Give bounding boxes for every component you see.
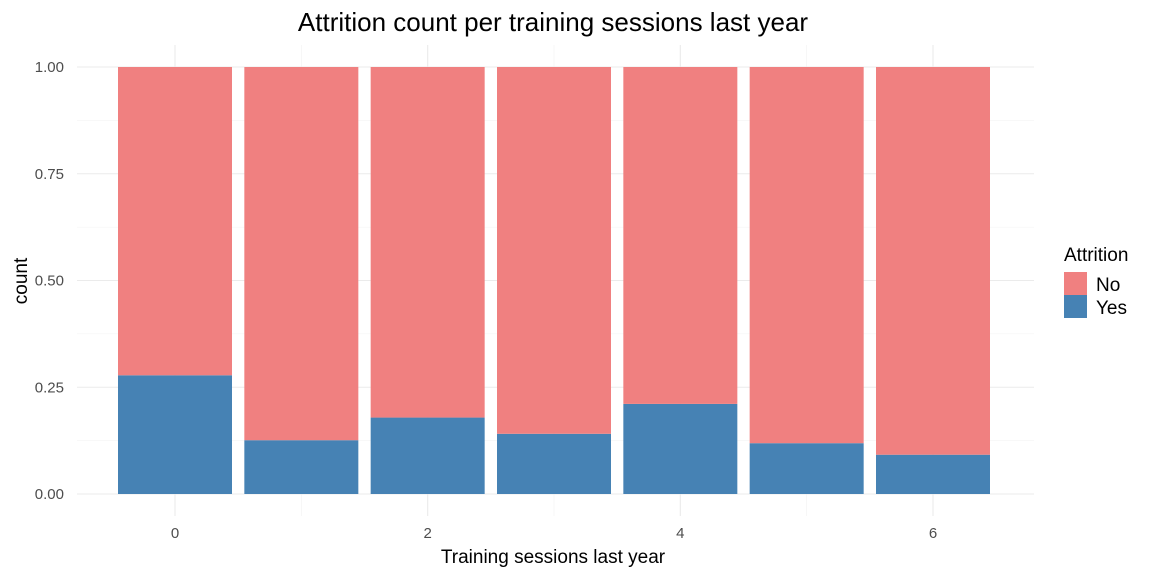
bar-yes-6	[876, 454, 990, 494]
y-tick-label: 0.00	[35, 486, 64, 503]
bar-no-0	[118, 67, 232, 376]
bar-no-5	[749, 67, 864, 444]
bar-no-4	[623, 67, 738, 404]
bar-no-3	[497, 67, 611, 434]
chart-title: Attrition count per training sessions la…	[298, 7, 808, 37]
y-tick-label: 1.00	[35, 59, 64, 76]
bar-yes-2	[370, 417, 485, 494]
legend-label-no: No	[1096, 275, 1120, 296]
x-tick-label: 2	[423, 525, 431, 542]
y-tick-label: 0.50	[35, 273, 64, 290]
bar-no-2	[370, 67, 485, 418]
x-axis-title: Training sessions last year	[441, 547, 666, 568]
legend-label-yes: Yes	[1096, 298, 1127, 319]
bar-no-1	[244, 67, 359, 441]
y-tick-label: 0.25	[35, 379, 64, 396]
legend-title: Attrition	[1064, 245, 1128, 266]
y-tick-label: 0.75	[35, 166, 64, 183]
x-tick-label: 4	[676, 525, 684, 542]
x-axis: 0 2 4 6	[171, 525, 937, 542]
bars	[118, 67, 990, 494]
legend-key-no	[1064, 272, 1087, 295]
bar-yes-0	[118, 375, 232, 494]
bar-yes-5	[749, 443, 864, 494]
bar-no-6	[876, 67, 990, 455]
x-tick-label: 0	[171, 525, 179, 542]
y-axis: 0.00 0.25 0.50 0.75 1.00	[35, 59, 64, 503]
y-axis-title: count	[11, 257, 32, 304]
bar-yes-3	[497, 433, 611, 494]
bar-yes-4	[623, 403, 738, 494]
legend-key-yes	[1064, 295, 1087, 318]
bar-yes-1	[244, 440, 359, 494]
x-tick-label: 6	[929, 525, 937, 542]
